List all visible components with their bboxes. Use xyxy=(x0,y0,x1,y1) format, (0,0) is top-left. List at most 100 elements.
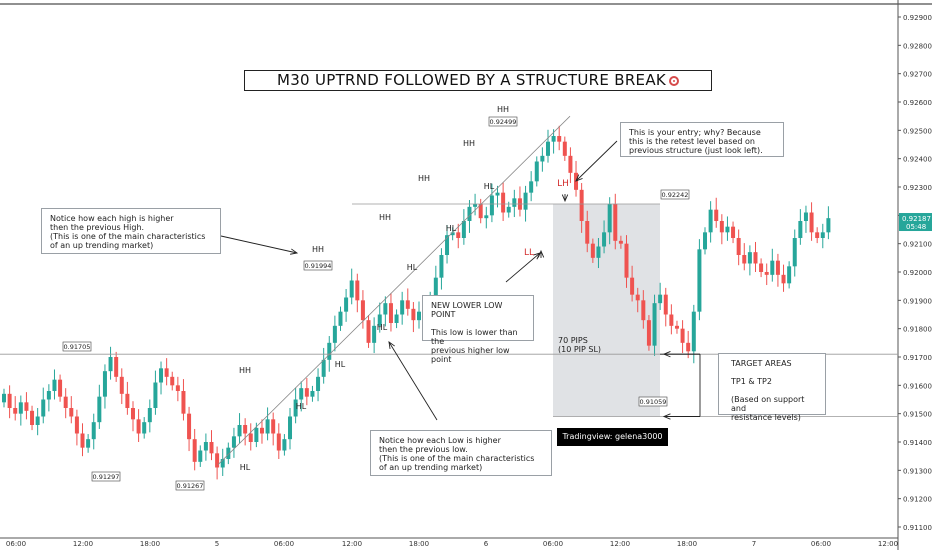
x-tick-label: 5 xyxy=(215,540,219,548)
candle-body xyxy=(602,232,607,247)
candle-body xyxy=(663,294,668,315)
candle-body xyxy=(534,161,539,182)
y-tick-label: 0.91100 xyxy=(903,524,932,532)
candle-body xyxy=(686,342,691,352)
candle-body xyxy=(501,192,506,213)
candle-body xyxy=(310,391,315,397)
watermark: Tradingview: gelena3000 xyxy=(557,428,668,446)
candle-body xyxy=(388,303,393,323)
note-higher-high: Notice how each high is higher then the … xyxy=(41,208,221,254)
candle-body xyxy=(58,379,63,397)
candle-body xyxy=(69,408,74,417)
candle-body xyxy=(74,416,79,434)
y-tick-label: 0.91900 xyxy=(903,297,932,305)
candle-body xyxy=(338,311,343,326)
x-tick-label: 18:00 xyxy=(409,540,429,548)
candle-body xyxy=(815,232,820,238)
candle-body xyxy=(803,212,808,221)
price-box xyxy=(638,396,668,407)
candle-body xyxy=(344,297,349,312)
price-box-label: 0.91705 xyxy=(64,343,91,351)
pips-label: 70 PIPS (10 PIP SL) xyxy=(558,336,602,354)
candle-body xyxy=(237,425,242,437)
candle-body xyxy=(719,221,724,233)
candle-body xyxy=(731,226,736,238)
candle-body xyxy=(759,263,764,272)
y-tick-label: 0.91800 xyxy=(903,326,932,334)
x-tick-label: 18:00 xyxy=(140,540,160,548)
candle-body xyxy=(13,408,18,414)
candle-body xyxy=(80,433,85,448)
candle-body xyxy=(439,255,444,278)
candle-body xyxy=(529,181,534,193)
arrow-higher-high-head xyxy=(290,248,299,255)
candle-body xyxy=(826,218,831,233)
candle-body xyxy=(473,204,478,207)
candle-body xyxy=(697,249,702,312)
candle-body xyxy=(646,320,651,346)
candle-body xyxy=(63,396,68,408)
candle-body xyxy=(590,243,595,258)
candle-body xyxy=(674,325,679,329)
candle-body xyxy=(220,459,225,468)
arrow-higher-low xyxy=(388,341,438,421)
price-box-label: 0.92242 xyxy=(662,191,689,199)
swing-label: HL xyxy=(484,182,495,191)
candle-body xyxy=(304,388,309,397)
candle-body xyxy=(764,272,769,275)
candle-body xyxy=(181,391,186,414)
y-tick-label: 0.92000 xyxy=(903,269,932,277)
note-entry: This is your entry; why? Because this is… xyxy=(620,122,784,157)
candle-body xyxy=(316,376,321,391)
candle-body xyxy=(753,252,758,264)
candle-body xyxy=(703,232,708,250)
price-box-label: 0.91267 xyxy=(177,482,204,490)
arrow-lh-head xyxy=(561,194,569,203)
y-tick-label: 0.92700 xyxy=(903,71,932,79)
swing-label: HL xyxy=(335,360,346,369)
price-box xyxy=(62,341,92,352)
candle-body xyxy=(24,402,29,411)
candle-body xyxy=(461,221,466,238)
candle-body xyxy=(97,396,102,423)
x-tick-label: 06:00 xyxy=(811,540,831,548)
swing-label: HL xyxy=(296,402,307,411)
arrow-ll-head xyxy=(537,249,545,258)
candle-body xyxy=(562,141,567,156)
note-lower-low: NEW LOWER LOW POINT This low is lower th… xyxy=(422,295,534,364)
swing-label: LL xyxy=(524,248,534,258)
candle-body xyxy=(276,433,281,451)
swing-label: LH xyxy=(557,179,569,189)
price-axis: 0.91100 0.91200 0.91300 0.91400 0.91500 0.916… xyxy=(898,14,932,532)
price-box-label: 0.91297 xyxy=(93,473,120,481)
candle-body xyxy=(540,155,545,162)
chart-title-text: M30 UPTRND FOLLOWED BY A STRUCTURE BREAK xyxy=(276,71,667,89)
candle-body xyxy=(484,215,489,219)
candle-body xyxy=(30,410,35,425)
y-tick-label: 0.92100 xyxy=(903,241,932,249)
candle-body xyxy=(299,388,304,400)
candle-body xyxy=(736,238,741,255)
price-box xyxy=(488,116,518,127)
candle-body xyxy=(332,325,337,343)
candle-body xyxy=(170,376,175,386)
x-tick-label: 12:00 xyxy=(73,540,93,548)
candle-body xyxy=(254,427,259,442)
candle-body xyxy=(52,379,57,391)
candle-body xyxy=(669,314,674,326)
candle-body xyxy=(579,189,584,221)
candle-body xyxy=(450,232,455,236)
candle-body xyxy=(770,260,775,275)
candle-body xyxy=(377,314,382,326)
price-box xyxy=(303,260,333,271)
candle-body xyxy=(383,303,388,315)
candle-body xyxy=(478,204,483,219)
candle-body xyxy=(198,450,203,462)
candle-body xyxy=(787,266,792,284)
candle-body xyxy=(747,252,752,264)
x-tick-label: 18:00 xyxy=(677,540,697,548)
candle-body xyxy=(271,419,276,434)
candle-body xyxy=(215,453,220,468)
candle-body xyxy=(618,240,623,244)
